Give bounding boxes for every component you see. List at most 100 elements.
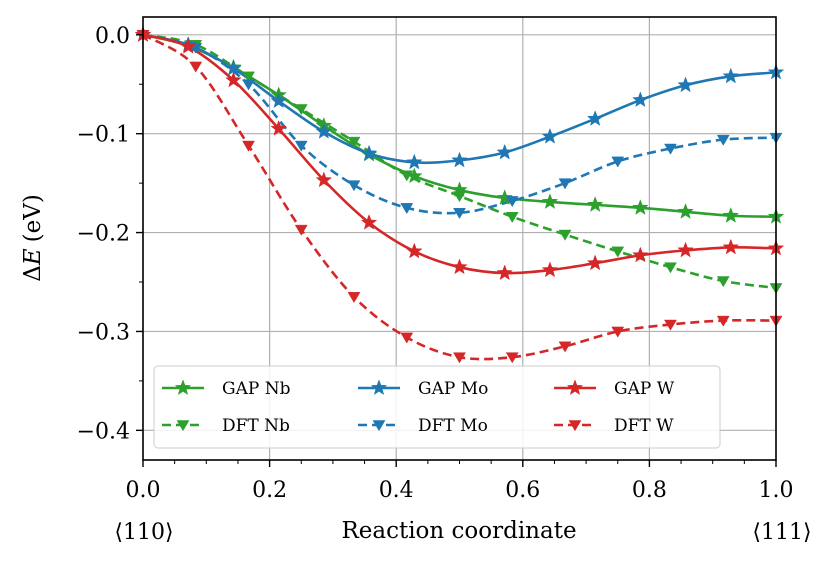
- legend-item-dft-nb: DFT Nb: [162, 416, 290, 436]
- data-point-dft-nb: [347, 136, 361, 148]
- x-tick-label: 0.2: [252, 478, 287, 503]
- y-axis-label: ΔE (eV): [20, 194, 46, 282]
- data-point-gap-w: [315, 171, 333, 188]
- data-point-dft-w: [453, 352, 466, 364]
- data-point-gap-w: [722, 238, 740, 255]
- y-tick-label: −0.2: [77, 222, 130, 247]
- legend-marker-gap-nb: [174, 379, 192, 396]
- y-tick-label: −0.1: [77, 123, 130, 148]
- data-point-dft-mo: [242, 79, 255, 91]
- data-point-gap-nb: [677, 203, 694, 219]
- y-axis-label-delta: Δ: [20, 265, 46, 282]
- legend-label-gap-mo: GAP Mo: [418, 379, 488, 399]
- legend-item-gap-w: GAP W: [554, 379, 675, 399]
- data-point-gap-mo: [541, 127, 559, 144]
- legend-label-dft-w: DFT W: [614, 416, 674, 436]
- data-point-gap-mo: [586, 110, 604, 126]
- legend-item-gap-nb: GAP Nb: [162, 379, 291, 399]
- y-tick-label: −0.4: [77, 419, 130, 444]
- data-point-dft-nb: [611, 246, 625, 258]
- data-point-dft-w: [189, 61, 203, 73]
- data-point-dft-mo: [716, 134, 730, 146]
- data-point-dft-mo: [664, 143, 677, 155]
- data-point-gap-nb: [632, 199, 649, 215]
- data-point-gap-mo: [270, 92, 287, 109]
- data-point-gap-w: [360, 213, 378, 230]
- data-point-gap-mo: [406, 153, 423, 170]
- legend-marker-dft-w: [568, 420, 582, 432]
- data-point-gap-w: [496, 264, 513, 281]
- legend-item-dft-mo: DFT Mo: [358, 416, 488, 436]
- series-line-gap-mo: [142, 33, 777, 165]
- legend-label-gap-w: GAP W: [614, 379, 675, 399]
- data-point-dft-nb: [558, 229, 572, 241]
- data-point-dft-w: [505, 352, 519, 364]
- data-point-gap-w: [225, 71, 242, 88]
- data-point-dft-w: [664, 319, 677, 331]
- data-point-gap-nb: [722, 207, 740, 223]
- data-point-dft-nb: [664, 262, 677, 274]
- data-point-dft-w: [242, 140, 255, 152]
- x-endpoint-label-110: ⟨110⟩: [114, 520, 173, 545]
- data-point-dft-mo: [294, 140, 308, 152]
- data-point-dft-nb: [242, 71, 255, 83]
- data-point-dft-mo: [505, 196, 519, 208]
- data-point-gap-mo: [677, 76, 694, 93]
- data-point-gap-w: [406, 242, 423, 259]
- legend-marker-gap-mo: [370, 379, 388, 396]
- x-tick-label: 0.6: [505, 478, 540, 503]
- y-axis-label-variable: E: [20, 248, 46, 266]
- legend-label-dft-mo: DFT Mo: [418, 416, 488, 436]
- data-point-dft-mo: [611, 156, 625, 168]
- x-tick-label: 0.4: [379, 478, 414, 503]
- legend-marker-dft-nb: [176, 420, 190, 432]
- x-tick-label: 1.0: [759, 478, 794, 503]
- data-point-dft-w: [558, 341, 572, 353]
- legend-label-dft-nb: DFT Nb: [222, 416, 290, 436]
- data-point-dft-w: [400, 332, 414, 344]
- data-point-dft-w: [347, 292, 361, 304]
- data-point-gap-w: [677, 241, 694, 258]
- data-point-dft-nb: [716, 276, 730, 288]
- data-point-dft-nb: [505, 212, 519, 223]
- legend-item-gap-mo: GAP Mo: [358, 379, 488, 399]
- data-point-gap-w: [270, 120, 287, 136]
- data-point-gap-nb: [496, 189, 513, 206]
- x-tick-label: 0.0: [126, 478, 161, 503]
- data-point-gap-w: [586, 254, 604, 271]
- data-point-dft-nb: [294, 104, 308, 116]
- x-axis-label: Reaction coordinate: [341, 518, 576, 544]
- data-point-gap-nb: [586, 196, 604, 212]
- x-tick-label: 0.8: [632, 478, 667, 503]
- data-point-dft-mo: [558, 178, 572, 190]
- data-point-gap-mo: [496, 143, 513, 160]
- data-point-dft-w: [611, 326, 625, 338]
- series-markers: [134, 26, 785, 364]
- y-tick-label: −0.3: [77, 320, 130, 345]
- data-point-gap-w: [179, 37, 197, 54]
- data-point-dft-mo: [347, 180, 361, 192]
- data-point-gap-mo: [632, 91, 649, 108]
- data-point-gap-mo: [360, 144, 378, 161]
- legend-marker-dft-mo: [372, 420, 386, 432]
- data-point-gap-w: [541, 261, 559, 278]
- data-point-dft-nb: [453, 191, 466, 203]
- data-point-dft-mo: [453, 208, 466, 219]
- data-point-dft-w: [294, 224, 308, 236]
- ticks: 0.0 0.2 0.4 0.6 0.8 1.0 0.0 −0.1 −0.2 −0.3 −0.4: [77, 24, 794, 503]
- data-point-gap-nb: [541, 193, 559, 209]
- data-point-gap-w: [632, 246, 649, 263]
- data-point-gap-w: [451, 258, 468, 275]
- x-endpoint-label-111: ⟨111⟩: [752, 520, 811, 545]
- legend-item-dft-w: DFT W: [554, 416, 674, 436]
- data-point-gap-mo: [315, 122, 333, 139]
- legend: GAP Nb DFT Nb GAP Mo DFT Mo GAP W DFT W: [153, 365, 721, 449]
- legend-marker-gap-w: [566, 379, 584, 396]
- data-point-dft-mo: [400, 203, 414, 215]
- data-point-dft-w: [716, 315, 730, 327]
- data-point-gap-mo: [722, 67, 740, 84]
- data-point-dft-nb: [400, 170, 414, 182]
- y-axis-label-unit: (eV): [20, 194, 46, 242]
- y-tick-label: 0.0: [95, 24, 130, 49]
